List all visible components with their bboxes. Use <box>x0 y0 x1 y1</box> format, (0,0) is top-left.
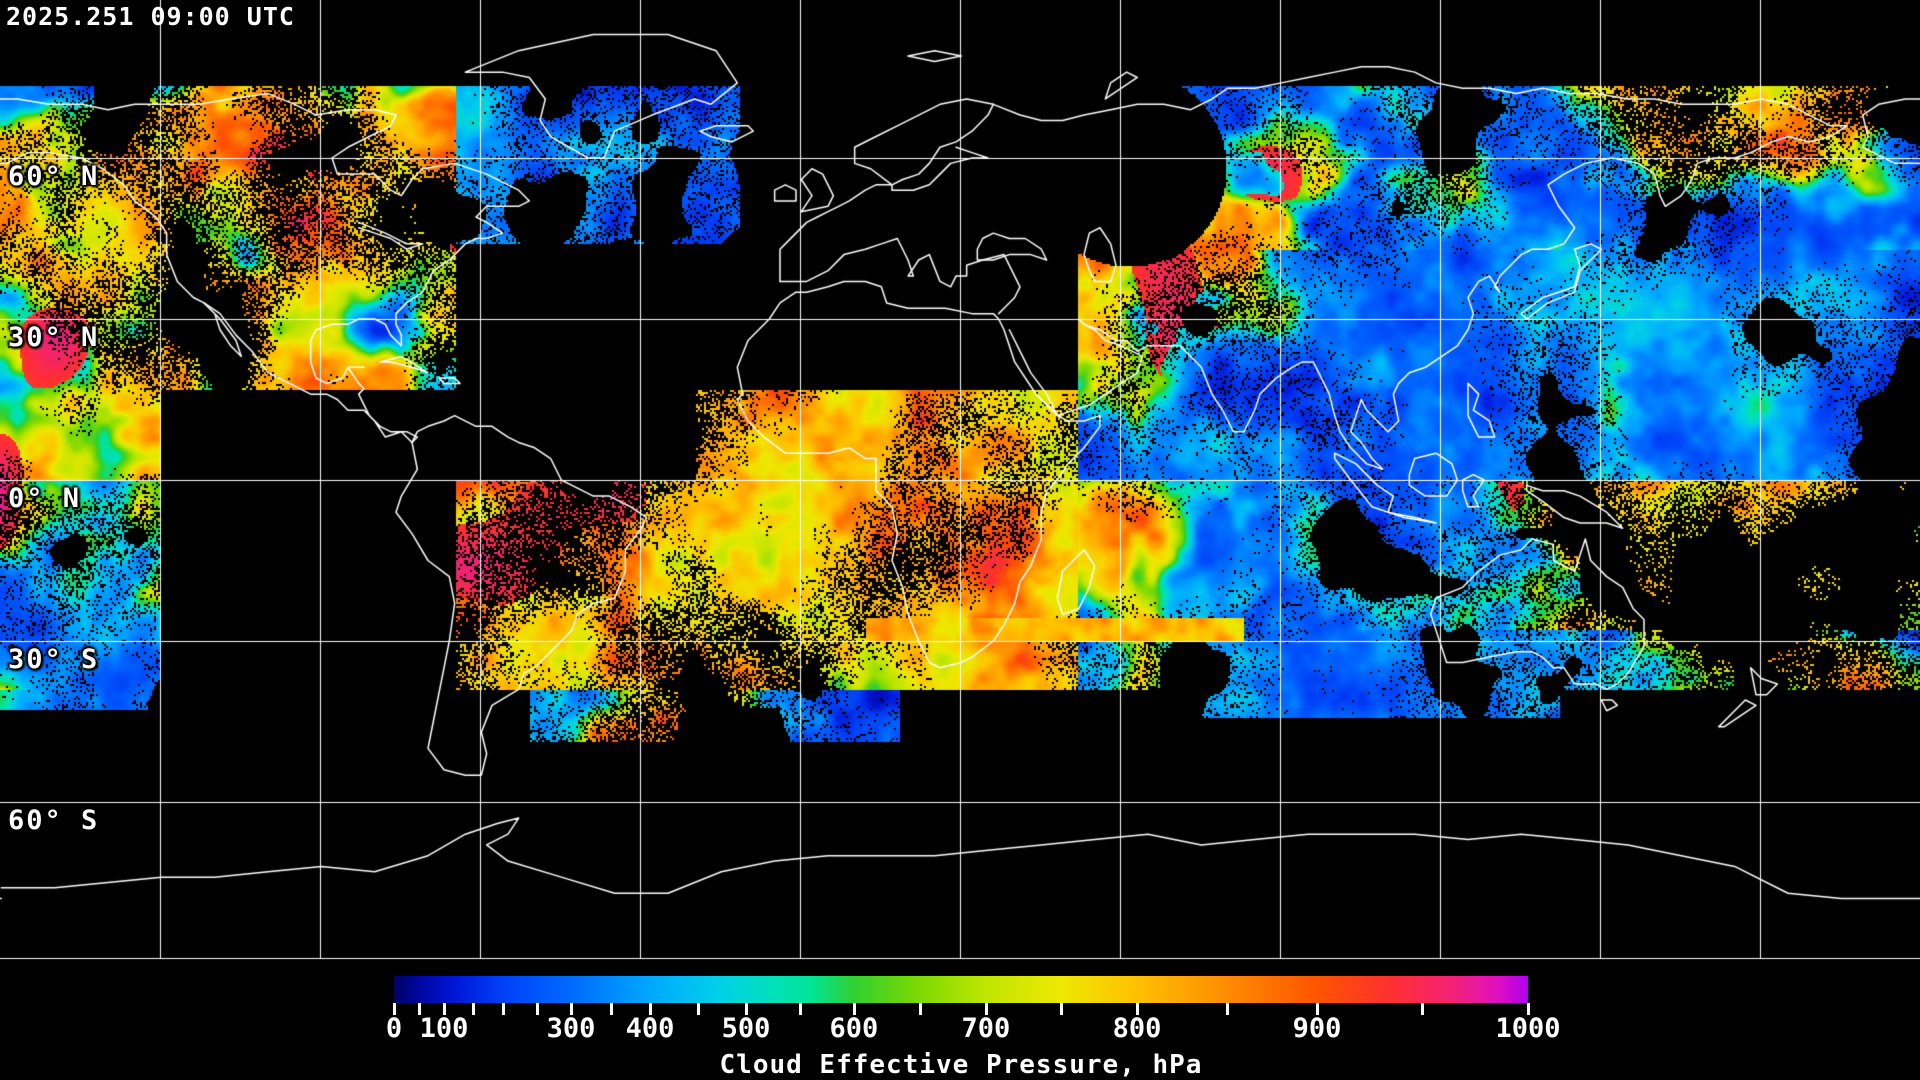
lat-label: 30° N <box>8 322 100 353</box>
lat-label: 60° S <box>8 805 100 836</box>
timestamp-label: 2025.251 09:00 UTC <box>6 2 295 31</box>
lat-label: 0° N <box>8 483 82 514</box>
lat-label: 60° N <box>8 161 100 192</box>
lat-label: 30° S <box>8 644 100 675</box>
